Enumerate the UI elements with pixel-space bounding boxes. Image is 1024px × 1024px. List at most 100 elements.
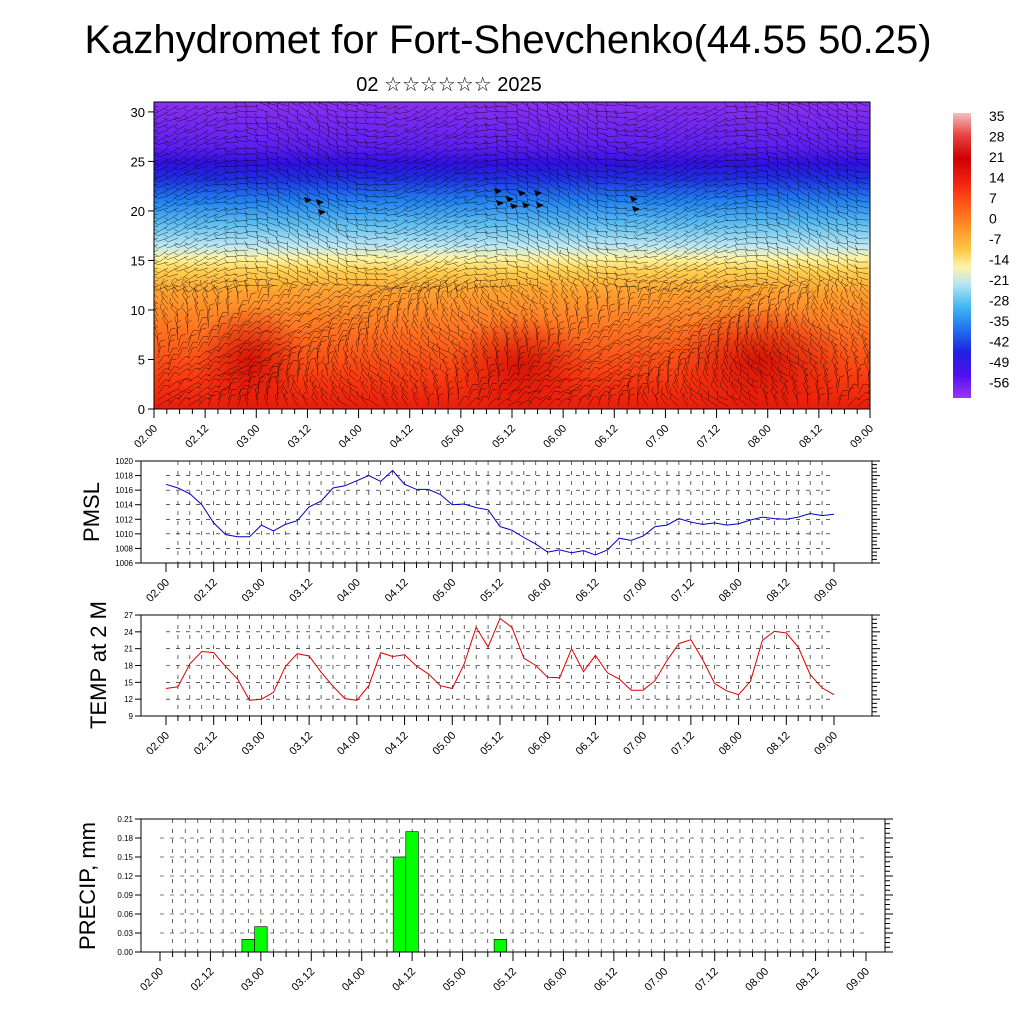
temp-y-tick-label: 9 [129, 712, 134, 721]
page-subtitle: 02 ☆☆☆☆☆☆ 2025 [356, 74, 542, 96]
pmsl-y-tick-label: 1006 [115, 559, 133, 568]
cross-section-x-tick-label: 09.00 [848, 423, 876, 451]
precip-bar [254, 926, 268, 953]
hot-spots [195, 305, 850, 409]
precip-x-tick-label: 08.12 [794, 966, 822, 994]
temp-x-tick-label: 05.12 [478, 730, 506, 758]
pmsl-x-tick-label: 05.00 [430, 577, 458, 605]
temp-panel: TEMP at 2 M 9 12 15 18 21 24 27 02.00 02.12 03.0… [86, 601, 880, 758]
precip-y-tick-label: 0.18 [117, 834, 133, 843]
temp-x-tick-label: 08.00 [717, 730, 745, 758]
pmsl-y-tick-label: 1018 [115, 472, 133, 481]
precip-x-tick-label: 02.00 [138, 966, 166, 994]
pmsl-x-tick-label: 06.12 [574, 577, 602, 605]
precip-y-tick-label: 0.12 [117, 872, 133, 881]
cross-section-x-tick-label: 03.00 [234, 423, 262, 451]
pmsl-x-tick-label: 06.00 [526, 577, 554, 605]
precip-x-tick-label: 06.12 [592, 966, 620, 994]
cross-section-x-tick-label: 08.00 [746, 423, 774, 451]
pmsl-axis-title: PMSL [79, 482, 104, 542]
pmsl-x-tick-label: 05.12 [478, 577, 506, 605]
precip-y-tick-label: 0.03 [117, 929, 133, 938]
pmsl-x-tick-label: 04.00 [335, 577, 363, 605]
page-title: Kazhydromet for Fort-Shevchenko(44.55 50… [84, 18, 932, 62]
colorbar-label: 21 [989, 149, 1005, 165]
precip-x-tick-label: 02.12 [189, 966, 217, 994]
colorbar-label: 35 [989, 108, 1005, 124]
temp-x-tick-label: 03.12 [287, 730, 315, 758]
pmsl-y-tick-label: 1016 [115, 486, 133, 495]
pmsl-x-tick-label: 08.00 [717, 577, 745, 605]
colorbar-label: -7 [989, 231, 1002, 247]
precip-y-tick-label: 0.09 [117, 891, 133, 900]
colorbar: 35 28 21 14 7 0 -7 -14 -21 -28 -35 -42 -49 -56 [953, 108, 1009, 398]
colorbar-label: -35 [989, 313, 1009, 329]
cross-section-y-tick-label: 15 [131, 253, 145, 268]
precip-y-tick-label: 0.15 [117, 853, 133, 862]
cross-section-y-axis: 0 5 10 15 20 25 30 [131, 105, 154, 417]
precip-x-tick-label: 03.12 [289, 966, 317, 994]
temp-y-tick-label: 12 [124, 695, 133, 704]
colorbar-ramp [953, 113, 971, 398]
precip-x-axis: 02.00 02.12 03.00 03.12 04.00 04.12 05.00 05.12… [138, 952, 872, 994]
temp-y-tick-label: 15 [124, 678, 133, 687]
cross-section-y-tick-label: 25 [131, 154, 145, 169]
colorbar-label: -56 [989, 375, 1009, 391]
colorbar-label: 14 [989, 170, 1005, 186]
pmsl-y-axis: 1006 1008 1010 1012 1014 1016 1018 1020 [115, 457, 880, 568]
precip-y-axis: 0.00 0.03 0.06 0.09 0.12 0.15 0.18 0.21 [117, 815, 893, 957]
colorbar-label: 7 [989, 190, 997, 206]
precip-x-tick-label: 07.00 [642, 966, 670, 994]
pmsl-grid [166, 461, 834, 563]
precip-y-tick-label: 0.21 [117, 815, 133, 824]
temp-x-tick-label: 02.00 [144, 730, 172, 758]
precip-x-tick-label: 08.00 [743, 966, 771, 994]
cross-section-x-tick-label: 05.12 [490, 423, 518, 451]
precip-x-tick-label: 04.00 [340, 966, 368, 994]
precip-y-tick-label: 0.06 [117, 910, 133, 919]
temp-x-tick-label: 06.00 [526, 730, 554, 758]
colorbar-label: -21 [989, 272, 1009, 288]
precip-bar [493, 938, 508, 953]
cross-section-x-tick-label: 04.00 [337, 423, 365, 451]
cross-section-y-tick-label: 5 [138, 352, 145, 367]
precip-axis-title: PRECIP, mm [75, 822, 100, 950]
temp-axis-title: TEMP at 2 M [86, 601, 111, 729]
pmsl-y-tick-label: 1020 [115, 457, 133, 466]
precip-bars [241, 831, 508, 953]
temp-x-tick-label: 07.00 [621, 730, 649, 758]
temp-y-tick-label: 24 [124, 628, 133, 637]
pmsl-y-tick-label: 1014 [115, 501, 133, 510]
precip-x-tick-label: 05.00 [441, 966, 469, 994]
temp-y-tick-label: 21 [124, 645, 133, 654]
precip-x-tick-label: 03.00 [239, 966, 267, 994]
colorbar-label: -14 [989, 252, 1009, 268]
temp-y-tick-label: 27 [124, 611, 133, 620]
cross-section-x-tick-label: 07.12 [695, 423, 723, 451]
precip-y-tick-label: 0.00 [117, 948, 133, 957]
colorbar-label: -28 [989, 293, 1009, 309]
pmsl-x-tick-label: 08.12 [764, 577, 792, 605]
pmsl-y-tick-label: 1008 [115, 544, 133, 553]
temp-x-tick-label: 02.12 [192, 730, 220, 758]
cross-section-x-tick-label: 06.12 [592, 423, 620, 451]
precip-x-tick-label: 09.00 [844, 966, 872, 994]
cross-section-x-tick-label: 02.00 [132, 423, 160, 451]
pmsl-series-line [165, 469, 835, 556]
temp-x-axis: 02.00 02.12 03.00 03.12 04.00 04.12 05.00 05.12… [144, 716, 840, 758]
pmsl-x-tick-label: 07.12 [669, 577, 697, 605]
temp-series-line [165, 617, 835, 701]
temp-x-tick-label: 04.12 [383, 730, 411, 758]
pmsl-x-tick-label: 09.00 [812, 577, 840, 605]
colorbar-label: 28 [989, 129, 1005, 145]
colorbar-label: -49 [989, 354, 1009, 370]
precip-x-tick-label: 04.12 [390, 966, 418, 994]
pmsl-panel: PMSL 1006 1008 1010 1012 1014 1016 1018 1020 02… [79, 457, 880, 605]
cross-section-x-tick-label: 06.00 [541, 423, 569, 451]
precip-panel: PRECIP, mm 0.000.030.060.090.120.150.180… [75, 815, 893, 994]
precip-bar [241, 938, 255, 953]
precip-x-tick-label: 06.00 [542, 966, 570, 994]
cross-section-y-tick-label: 10 [131, 303, 145, 318]
temp-x-tick-label: 04.00 [335, 730, 363, 758]
